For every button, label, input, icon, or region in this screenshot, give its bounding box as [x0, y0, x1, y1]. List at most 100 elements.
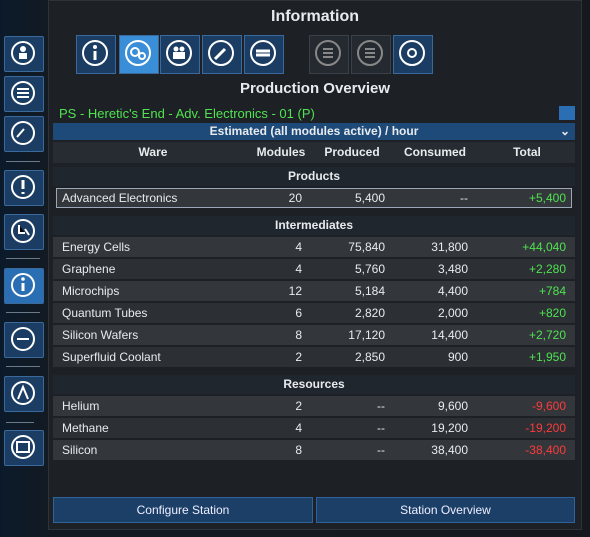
table-cell: 2 — [295, 350, 302, 364]
table-cell: 14,400 — [431, 328, 468, 342]
table-cell: 9,600 — [437, 399, 468, 413]
table-cell: 38,400 — [431, 443, 468, 457]
table-row — [53, 259, 575, 279]
table-cell: +2,720 — [528, 328, 566, 342]
tab-button[interactable] — [119, 35, 159, 74]
section-bar — [53, 375, 575, 394]
sidebar-button[interactable] — [4, 116, 44, 152]
sidebar-button[interactable] — [4, 76, 44, 112]
section-bar — [53, 167, 575, 186]
table-cell: +784 — [538, 284, 566, 298]
separator — [6, 161, 40, 162]
table-cell: 2,820 — [354, 306, 385, 320]
table-cell: 5,400 — [354, 191, 385, 205]
tab-button[interactable] — [351, 35, 391, 74]
header-row — [53, 142, 575, 163]
table-cell: 31,800 — [431, 240, 468, 254]
table-cell: 4 — [295, 421, 302, 435]
section-title: Intermediates — [274, 218, 354, 232]
table-cell: 2 — [295, 399, 302, 413]
table-cell: -- — [460, 191, 468, 205]
table-row — [53, 281, 575, 301]
separator — [6, 366, 40, 367]
mode-dropdown[interactable]: Estimated (all modules active) / hour ⌄ — [53, 123, 575, 140]
table-cell: -9,600 — [531, 399, 566, 413]
table-cell: 4 — [295, 262, 302, 276]
tab-button[interactable] — [244, 35, 284, 74]
table-cell: +5,400 — [528, 191, 566, 205]
table-row — [53, 325, 575, 345]
sidebar-button[interactable] — [4, 322, 44, 358]
table-cell: 5,184 — [354, 284, 385, 298]
separator — [6, 258, 40, 259]
table-cell: 3,480 — [437, 262, 468, 276]
table-row — [53, 347, 575, 367]
table-cell: Methane — [62, 421, 109, 435]
table-row — [53, 440, 575, 460]
section-title: Resources — [283, 377, 345, 391]
sidebar-button[interactable] — [4, 430, 44, 466]
section-bar — [53, 216, 575, 235]
window-title: Information — [271, 8, 359, 25]
column-header: Total — [513, 145, 541, 159]
table-cell: -- — [377, 443, 385, 457]
table-cell: 6 — [295, 306, 302, 320]
table-cell: 75,840 — [348, 240, 385, 254]
table-cell: Graphene — [62, 262, 116, 276]
overview-button[interactable]: Station Overview — [316, 497, 575, 523]
table-cell: Silicon — [62, 443, 98, 457]
table-cell: Helium — [62, 399, 100, 413]
table-cell: 8 — [295, 443, 302, 457]
table-cell: 5,760 — [354, 262, 385, 276]
station-name: PS - Heretic's End - Adv. Electronics - … — [59, 106, 315, 121]
section-title: Products — [287, 169, 340, 183]
sidebar-button[interactable] — [4, 376, 44, 412]
sidebar-button[interactable] — [4, 170, 44, 206]
table-cell: 12 — [288, 284, 302, 298]
table-cell: Microchips — [62, 284, 120, 298]
table-row — [53, 303, 575, 323]
separator — [6, 312, 40, 313]
column-header: Ware — [138, 145, 168, 159]
table-row — [53, 418, 575, 438]
table-cell: -38,400 — [525, 443, 566, 457]
column-header: Modules — [256, 145, 306, 159]
table-cell: 2,850 — [354, 350, 385, 364]
column-header: Consumed — [403, 145, 466, 159]
sidebar-button[interactable] — [4, 268, 44, 304]
configure-button[interactable]: Configure Station — [53, 497, 313, 523]
table-cell: +44,040 — [522, 240, 566, 254]
table-row — [53, 237, 575, 257]
table-cell: 17,120 — [348, 328, 385, 342]
table-cell: 900 — [447, 350, 468, 364]
table-cell: +2,280 — [528, 262, 566, 276]
tab-button[interactable] — [393, 35, 433, 74]
table-cell: Superfluid Coolant — [62, 350, 161, 364]
mode-label: Estimated (all modules active) / hour — [209, 124, 419, 138]
tab-button[interactable] — [160, 35, 200, 74]
panel-title: Production Overview — [239, 80, 391, 97]
table-cell: Quantum Tubes — [62, 306, 148, 320]
column-header: Produced — [324, 145, 380, 159]
separator — [6, 422, 34, 423]
expand-button[interactable] — [559, 106, 575, 120]
table-row — [53, 396, 575, 416]
table-cell: 8 — [295, 328, 302, 342]
table-cell: 4 — [295, 240, 302, 254]
sidebar-button[interactable] — [4, 214, 44, 250]
table-cell: 20 — [288, 191, 302, 205]
table-cell: Silicon Wafers — [62, 328, 139, 342]
tab-button[interactable] — [202, 35, 242, 74]
table-cell: -- — [377, 399, 385, 413]
tab-button[interactable] — [76, 35, 116, 74]
dropdown-arrow: ⌄ — [559, 124, 570, 138]
tab-button[interactable] — [309, 35, 349, 74]
table-cell: Advanced Electronics — [62, 191, 178, 205]
table-cell: -- — [377, 421, 385, 435]
table-cell: 19,200 — [431, 421, 468, 435]
table-cell: 4,400 — [437, 284, 468, 298]
table-cell: 2,000 — [437, 306, 468, 320]
table-cell: +1,950 — [528, 350, 566, 364]
sidebar-button[interactable] — [4, 36, 44, 72]
